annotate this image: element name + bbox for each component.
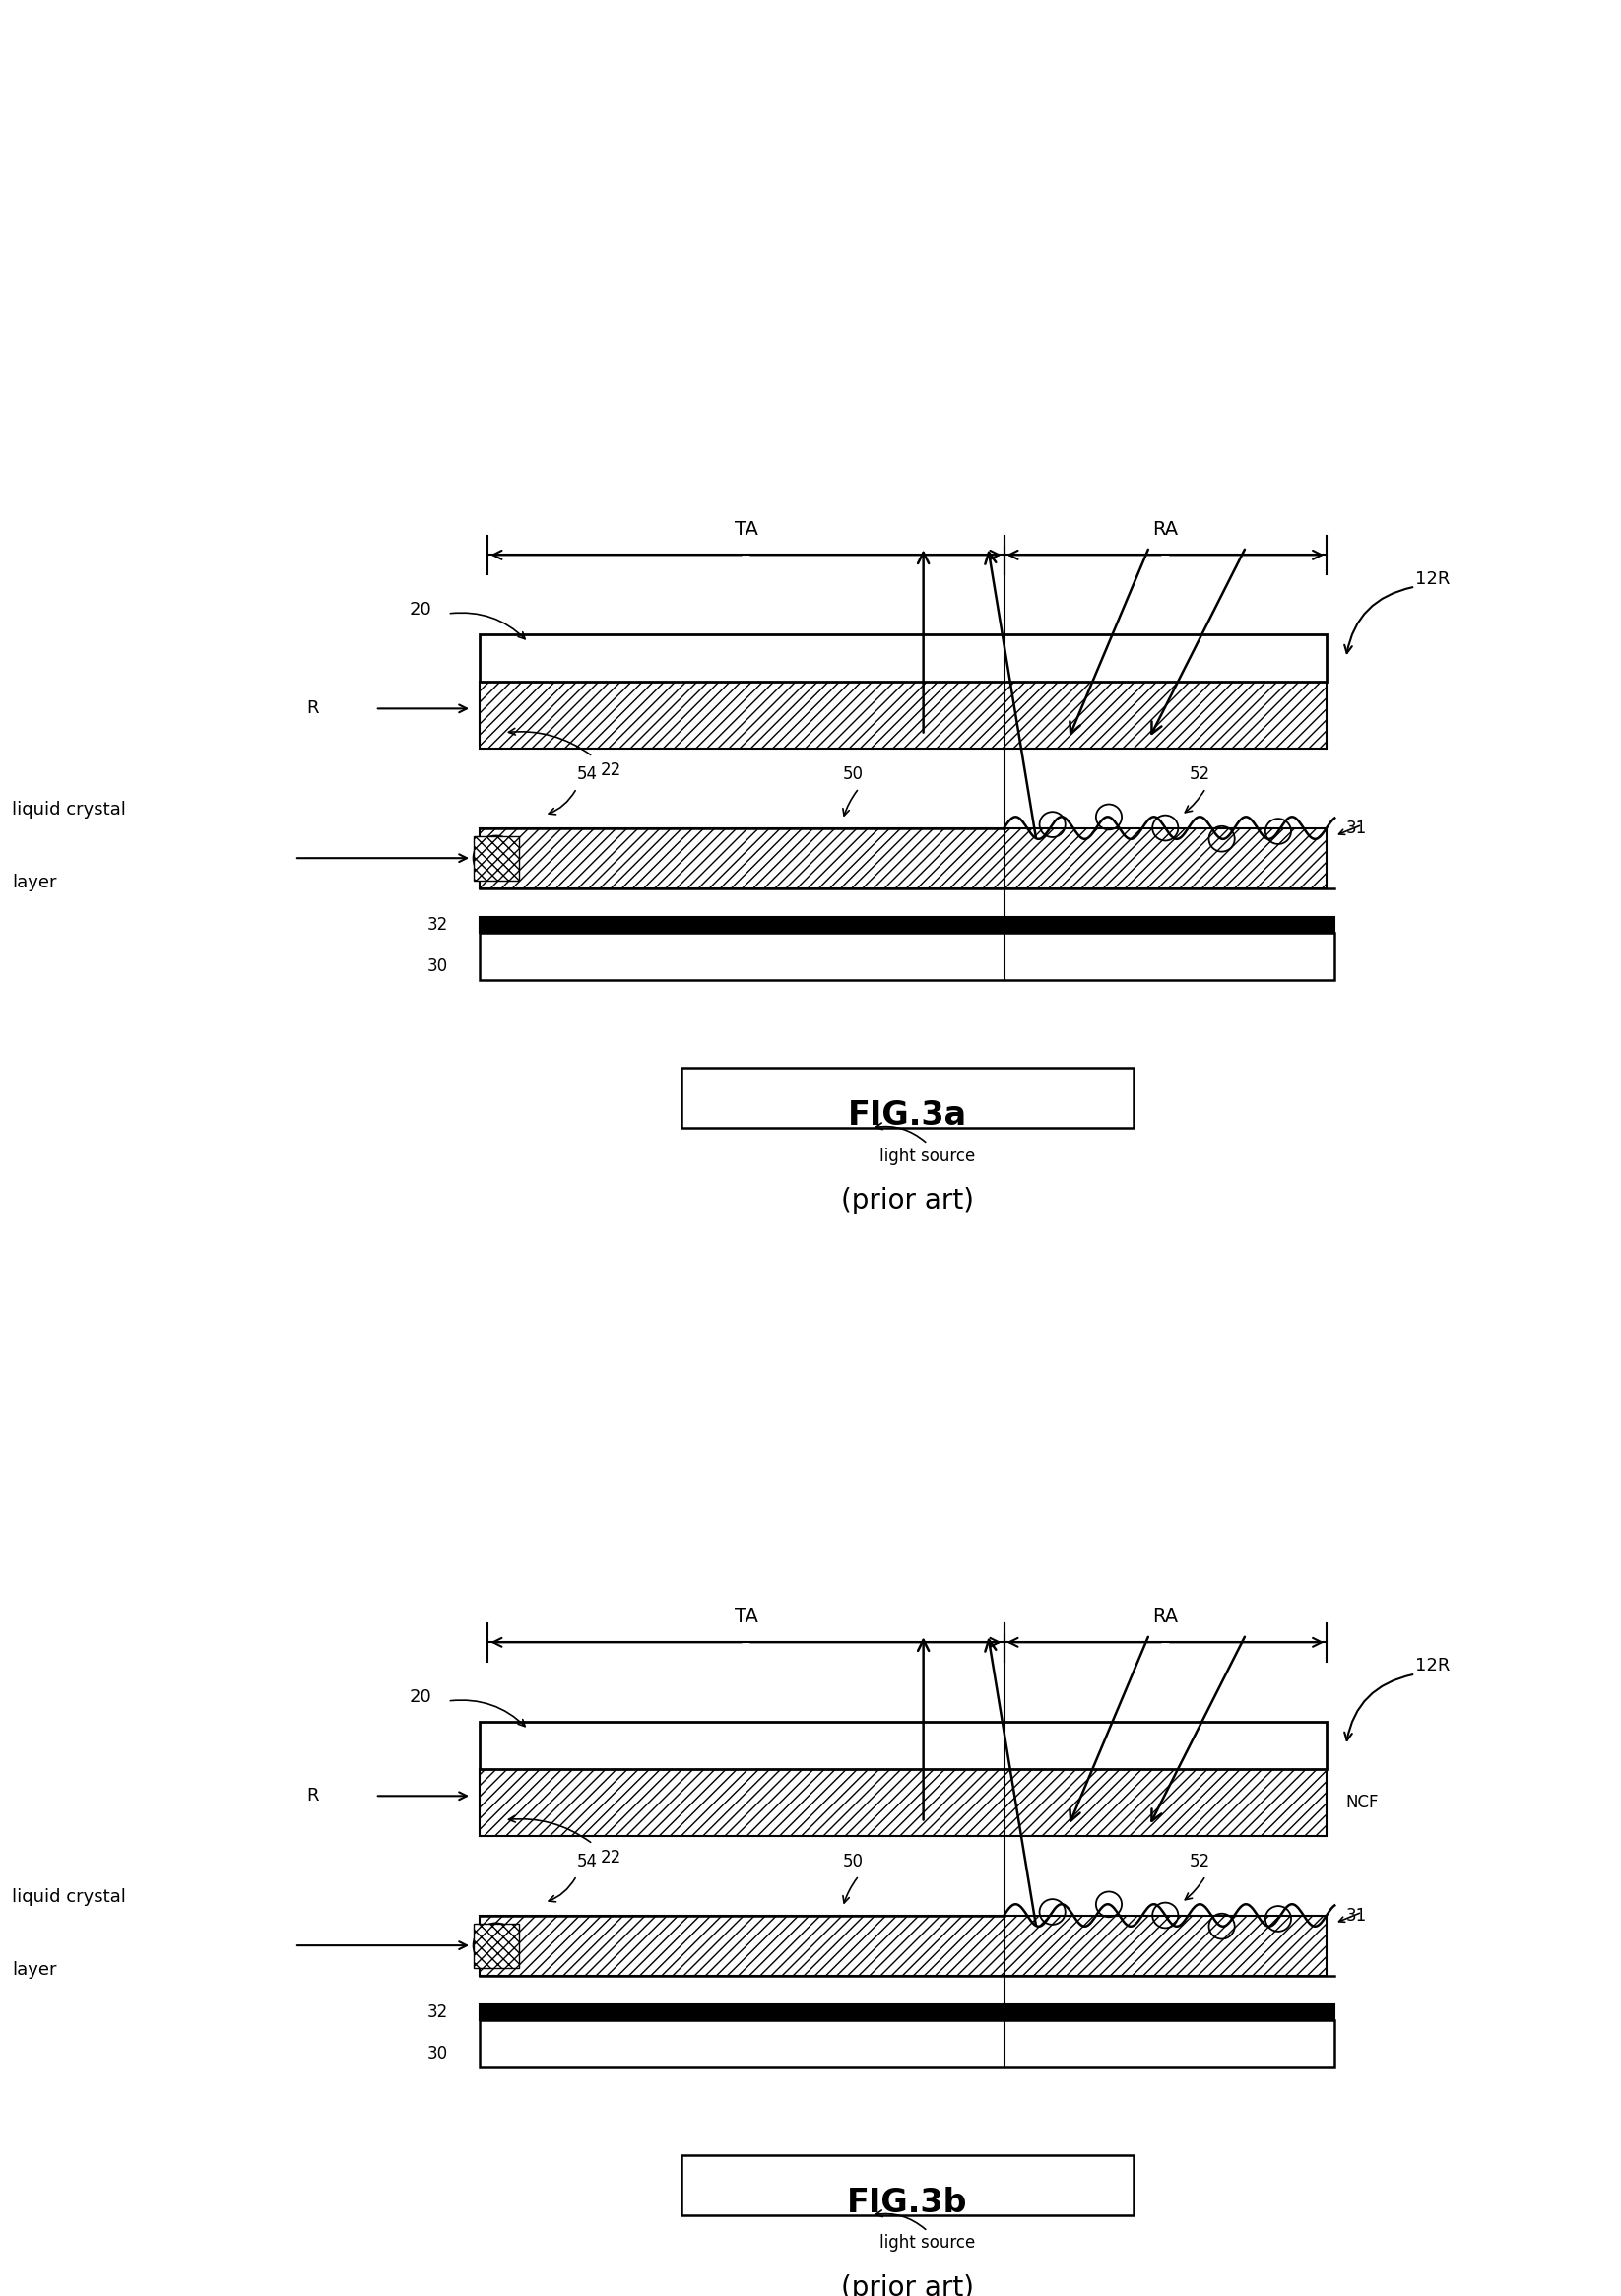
Text: light source: light source bbox=[879, 1148, 974, 1164]
Text: 31: 31 bbox=[1345, 820, 1367, 836]
Bar bbox=[480, 2004, 1334, 2020]
Text: layer: layer bbox=[13, 875, 57, 891]
Bar bbox=[473, 836, 519, 879]
Text: R: R bbox=[306, 1786, 319, 1805]
Text: (prior art): (prior art) bbox=[841, 2273, 974, 2296]
Bar bbox=[681, 1068, 1133, 1127]
Text: 52: 52 bbox=[1190, 1853, 1211, 1871]
Bar bbox=[480, 916, 1334, 932]
Text: TA: TA bbox=[734, 521, 757, 540]
Text: 31: 31 bbox=[1345, 1906, 1367, 1924]
Text: NCF: NCF bbox=[1345, 1793, 1379, 1812]
Text: 12R: 12R bbox=[1415, 569, 1451, 588]
Bar bbox=[480, 1915, 1326, 1975]
Bar bbox=[480, 1722, 1326, 1770]
Text: 54: 54 bbox=[577, 767, 597, 783]
Text: FIG.3b: FIG.3b bbox=[846, 2186, 968, 2220]
Bar bbox=[480, 1770, 1326, 1837]
Text: light source: light source bbox=[879, 2234, 974, 2252]
Text: liquid crystal: liquid crystal bbox=[13, 1887, 126, 1906]
Text: 12R: 12R bbox=[1415, 1658, 1451, 1676]
Text: 20: 20 bbox=[408, 1688, 431, 1706]
Text: 30: 30 bbox=[426, 2043, 447, 2062]
Text: 22: 22 bbox=[601, 762, 622, 778]
Text: layer: layer bbox=[13, 1961, 57, 1979]
Text: 54: 54 bbox=[577, 1853, 597, 1871]
Text: RA: RA bbox=[1153, 1607, 1178, 1626]
Text: FIG.3a: FIG.3a bbox=[848, 1100, 966, 1132]
Text: RA: RA bbox=[1153, 521, 1178, 540]
Text: 30: 30 bbox=[426, 957, 447, 976]
Text: liquid crystal: liquid crystal bbox=[13, 801, 126, 817]
Text: 32: 32 bbox=[426, 2004, 447, 2020]
Text: 20: 20 bbox=[408, 602, 431, 618]
Text: 32: 32 bbox=[426, 916, 447, 934]
Text: R: R bbox=[306, 700, 319, 716]
Text: 52: 52 bbox=[1190, 767, 1211, 783]
Bar bbox=[480, 932, 1334, 980]
Text: TA: TA bbox=[734, 1607, 757, 1626]
Bar bbox=[480, 2020, 1334, 2069]
Bar bbox=[681, 2156, 1133, 2216]
Text: (prior art): (prior art) bbox=[841, 1187, 974, 1215]
Bar bbox=[473, 1924, 519, 1968]
Text: 50: 50 bbox=[843, 1853, 864, 1871]
Bar bbox=[480, 682, 1326, 748]
Bar bbox=[480, 634, 1326, 682]
Bar bbox=[480, 829, 1326, 889]
Text: 50: 50 bbox=[843, 767, 864, 783]
Text: 22: 22 bbox=[601, 1848, 622, 1867]
